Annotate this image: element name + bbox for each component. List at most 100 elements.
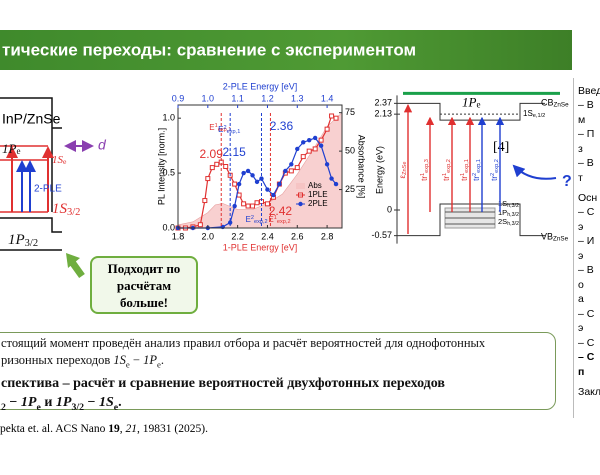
level-label: 1Pe <box>2 141 21 156</box>
y-tick-label: 0.0 <box>162 222 175 232</box>
point <box>312 135 318 141</box>
label-part: 2 <box>251 215 254 221</box>
label-part: 1P <box>8 232 25 248</box>
point <box>306 148 312 154</box>
label-part: E <box>209 123 214 132</box>
callout-line: расчётам <box>116 278 172 293</box>
annotation-value: 2.09 <box>200 147 224 161</box>
point <box>214 161 220 167</box>
annotation-label: E2exp,1 <box>218 125 240 135</box>
text-part: 19 <box>108 423 120 435</box>
label-part: exp,2 <box>277 219 291 225</box>
label-part: 1 <box>420 173 426 176</box>
annotation-value: 2.42 <box>269 204 293 218</box>
label-part: 1S <box>52 201 68 217</box>
label-part: h,3/2 <box>507 203 519 209</box>
label-part: exp,1 <box>218 127 232 133</box>
point <box>301 140 306 145</box>
text-part: 3/2 <box>71 401 84 413</box>
label-part: ε <box>398 174 407 178</box>
section-item: – С <box>578 206 595 218</box>
level-label: 1S3/2 <box>52 201 80 218</box>
point <box>264 201 270 207</box>
top-tick-label: 1.0 <box>202 93 215 103</box>
label-part: 3/2 <box>67 207 80 218</box>
label-part: e <box>476 100 480 110</box>
vb-label: VBZnSe <box>541 232 569 243</box>
question-arrow <box>512 164 557 180</box>
text-part: − <box>5 394 21 410</box>
cb-label: CBZnSe <box>541 98 569 109</box>
y-tick-label: 1.0 <box>162 113 175 123</box>
point <box>241 170 246 176</box>
text-part: и <box>40 394 56 410</box>
section-item: м <box>578 113 586 126</box>
transition-label: tr1exp,2 <box>442 159 452 181</box>
label-part: 1 <box>460 173 466 176</box>
pump-label: 2-PLE <box>34 184 62 195</box>
text-part: 1P <box>143 353 157 367</box>
x-tick-label: 2.0 <box>202 231 215 241</box>
label-part: h,3/2 <box>507 212 519 218</box>
point <box>197 222 203 228</box>
text-part: e <box>125 359 130 370</box>
point <box>250 203 256 209</box>
section-item: э <box>578 249 584 262</box>
point <box>277 181 282 187</box>
point <box>265 187 270 192</box>
top-tick-label: 1.3 <box>291 93 304 103</box>
point <box>245 203 251 209</box>
point <box>241 201 247 207</box>
point <box>271 192 276 198</box>
x-axis-label: 1-PLE Energy [eV] <box>223 242 298 252</box>
point <box>232 203 237 209</box>
callout: Подходит по расчётам больше! <box>90 256 198 314</box>
x-tick-label: 2.6 <box>291 231 304 241</box>
y-axis-label: Energy (eV) <box>374 146 384 194</box>
point <box>318 137 324 143</box>
vb-edge <box>400 203 545 237</box>
label-part: e <box>63 157 67 166</box>
annotation-label: E1exp,1 <box>209 123 231 133</box>
label-part: tr <box>420 176 429 181</box>
section-item: – П <box>578 128 595 140</box>
label-part: 2 <box>472 173 478 176</box>
label-part: E <box>218 125 223 134</box>
point <box>295 146 300 152</box>
callout-line: Подходит по <box>107 261 181 276</box>
text-line: 2 − 1Pe и 1P3/2 − 1Se. <box>1 393 555 417</box>
section-item: э <box>578 322 584 334</box>
header-title: тические переходы: сравнение с экспериме… <box>2 40 416 59</box>
qd-level-label: 1Pe <box>462 94 481 109</box>
transition-label: εZnSe <box>398 162 408 179</box>
point <box>324 126 330 132</box>
transition-label: tr2exp,1 <box>472 159 482 181</box>
label-part: h,3/2 <box>507 221 519 227</box>
label-part: E <box>245 215 250 224</box>
annotation-value: 2.15 <box>223 145 247 159</box>
text-line: спектива – расчёт и сравнение вероятност… <box>1 374 555 393</box>
section-item: – В <box>578 157 594 169</box>
label-part: 2 <box>224 125 227 131</box>
label-part: exp,2 <box>446 159 452 173</box>
level-label: 1Se <box>52 154 67 166</box>
right-column: Введ – В м – П з – В т Осн – С э – И э – В о а – С э – С –… <box>573 78 600 418</box>
section-item: – С <box>578 351 595 363</box>
point <box>307 137 312 143</box>
label-part: 1 <box>215 123 218 129</box>
level-label: 2.13 <box>374 109 392 119</box>
label-part: 1P <box>498 208 507 217</box>
label-part: exp,1 <box>227 129 241 135</box>
x-tick-label: 2.4 <box>261 231 274 241</box>
legend-swatch <box>296 183 305 189</box>
text-part: стоящий момент проведён анализ правил от… <box>1 336 486 350</box>
label-part: tr <box>442 176 451 181</box>
label-part: exp,1 <box>476 159 482 173</box>
label-part: 1S <box>52 154 64 166</box>
point <box>288 168 294 174</box>
top-tick-label: 1.4 <box>321 93 334 103</box>
text-part: . <box>160 353 164 367</box>
top-axis-label: 2-PLE Energy [eV] <box>223 81 298 91</box>
